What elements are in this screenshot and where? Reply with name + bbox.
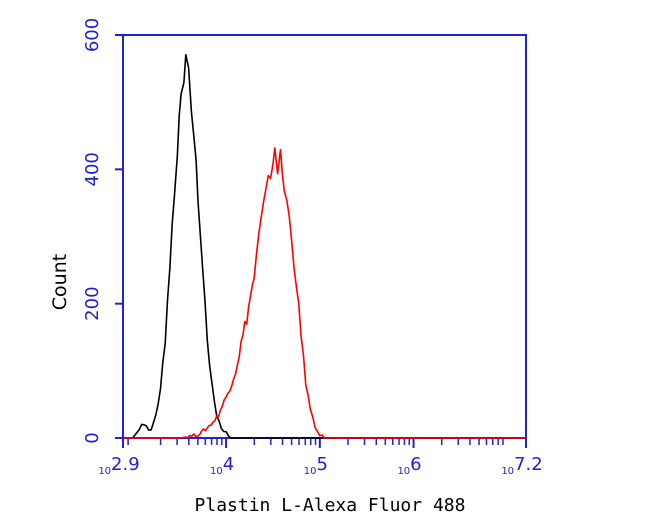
- x-tick-label: 106: [397, 454, 421, 477]
- x-tick-exponent: 4: [223, 454, 234, 475]
- x-tick-base: 10: [501, 466, 514, 477]
- y-tick-label: 400: [82, 152, 103, 186]
- x-tick-label: 102.9: [98, 454, 139, 477]
- x-tick-base: 10: [304, 466, 317, 477]
- histogram-series-line: [123, 54, 526, 439]
- y-tick-label: 200: [82, 286, 103, 320]
- x-tick-exponent: 5: [316, 454, 327, 475]
- x-tick-label: 105: [304, 454, 328, 477]
- y-tick-label: 600: [82, 18, 103, 52]
- x-tick-exponent: 7.2: [514, 454, 543, 475]
- x-tick-base: 10: [98, 466, 111, 477]
- y-tick-label: 0: [82, 432, 103, 443]
- x-tick-base: 10: [397, 466, 410, 477]
- x-tick-exponent: 2.9: [111, 454, 140, 475]
- x-tick-exponent: 6: [410, 454, 421, 475]
- x-tick-base: 10: [210, 466, 223, 477]
- x-tick-label: 107.2: [501, 454, 542, 477]
- plot-frame: [122, 34, 527, 439]
- histogram-series-line: [123, 147, 526, 439]
- y-axis-label: Count: [49, 254, 71, 310]
- x-tick-label: 104: [210, 454, 234, 477]
- x-axis-label: Plastin L-Alexa Fluor 488: [195, 495, 466, 516]
